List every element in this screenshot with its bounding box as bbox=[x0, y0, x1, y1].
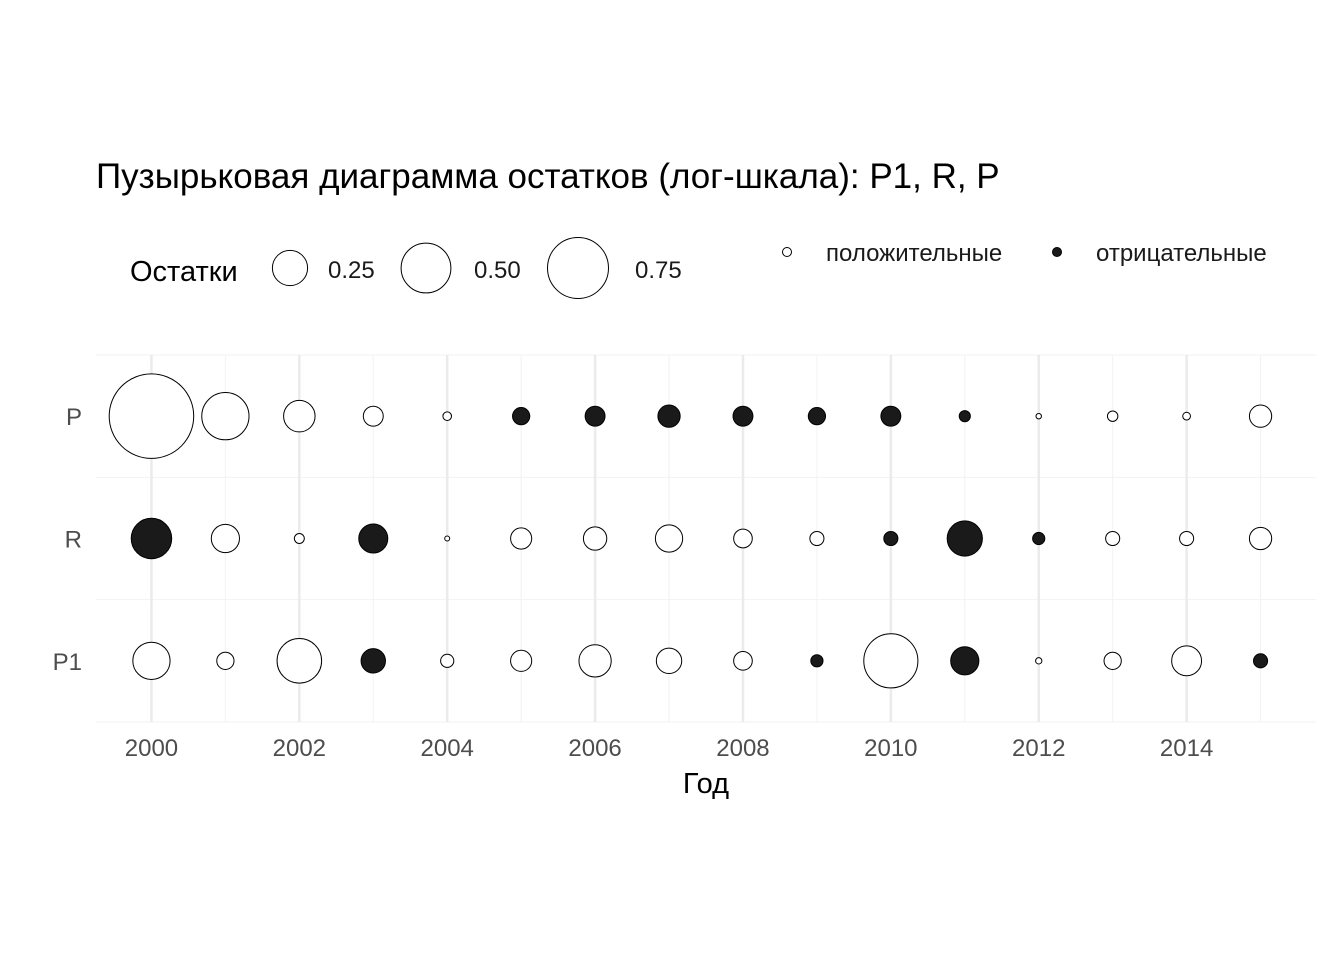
bubbles bbox=[108, 373, 1273, 689]
negative-legend-label: отрицательные bbox=[1096, 240, 1267, 267]
bubble-P1-2014 bbox=[1171, 645, 1203, 677]
bubble-P1-2007 bbox=[655, 647, 683, 675]
bubble-R-2010 bbox=[883, 530, 899, 547]
y-axis: P1 R P bbox=[53, 404, 82, 676]
bubble-P-2007 bbox=[657, 404, 681, 428]
size-legend-key bbox=[547, 237, 609, 299]
bubble-P1-2000 bbox=[132, 641, 171, 680]
sign-legend: положительные отрицательные bbox=[782, 240, 1267, 267]
x-tick-label: 2000 bbox=[125, 735, 178, 762]
bubble-P-2006 bbox=[584, 405, 606, 427]
bubble-P-2008 bbox=[732, 405, 754, 427]
bubble-P1-2002 bbox=[276, 638, 323, 684]
x-tick-label: 2014 bbox=[1160, 735, 1213, 762]
bubble-R-2003 bbox=[358, 523, 389, 554]
x-tick-label: 2004 bbox=[421, 735, 474, 762]
x-tick-label: 2010 bbox=[864, 735, 917, 762]
chart-title: Пузырьковая диаграмма остатков (лог-шкал… bbox=[96, 157, 1000, 196]
bubble-P1-2009 bbox=[810, 654, 824, 668]
size-legend-label: 0.25 bbox=[328, 257, 375, 284]
bubble-P-2001 bbox=[201, 392, 250, 441]
bubble-R-2006 bbox=[582, 526, 608, 551]
x-axis-title: Год bbox=[683, 768, 729, 800]
bubble-P1-2013 bbox=[1103, 651, 1122, 670]
bubble-R-2004 bbox=[444, 535, 451, 542]
size-legend: Остатки 0.25 0.50 0.75 bbox=[130, 237, 682, 299]
bubble-P-2002 bbox=[283, 399, 316, 433]
bubble-R-2000 bbox=[130, 517, 173, 560]
x-tick-label: 2008 bbox=[716, 735, 769, 762]
bubble-R-2015 bbox=[1248, 526, 1273, 551]
bubble-R-2011 bbox=[946, 520, 983, 557]
bubble-P-2009 bbox=[807, 407, 827, 426]
bubble-P-2010 bbox=[880, 405, 902, 427]
size-legend-title: Остатки bbox=[130, 256, 238, 288]
bubble-P-2014 bbox=[1182, 411, 1191, 421]
positive-legend-key bbox=[782, 247, 792, 257]
bubble-P-2005 bbox=[512, 407, 531, 426]
x-tick-label: 2012 bbox=[1012, 735, 1065, 762]
x-axis: 2000 2002 2004 2006 2008 2010 2012 2014 bbox=[125, 735, 1214, 762]
bubble-R-2005 bbox=[510, 527, 533, 550]
bubble-P1-2010 bbox=[863, 633, 919, 689]
positive-legend-label: положительные bbox=[826, 240, 1002, 267]
x-tick-label: 2006 bbox=[568, 735, 621, 762]
y-tick-label: P bbox=[66, 404, 82, 431]
size-legend-label: 0.75 bbox=[635, 257, 682, 284]
bubble-P1-2006 bbox=[578, 644, 612, 678]
bubble-R-2012 bbox=[1032, 531, 1046, 546]
bubble-P-2003 bbox=[362, 405, 384, 427]
bubble-R-2014 bbox=[1179, 530, 1195, 547]
bubble-P-2000 bbox=[108, 373, 195, 459]
bubble-P1-2012 bbox=[1035, 657, 1043, 665]
bubble-P-2013 bbox=[1106, 410, 1119, 422]
bubble-R-2001 bbox=[210, 523, 240, 554]
size-legend-key bbox=[271, 249, 309, 287]
bubble-P1-2008 bbox=[733, 651, 753, 671]
bubble-P1-2001 bbox=[216, 651, 235, 670]
x-tick-label: 2002 bbox=[273, 735, 326, 762]
bubble-R-2009 bbox=[809, 530, 825, 547]
bubble-R-2002 bbox=[293, 533, 305, 544]
negative-legend-key bbox=[1052, 247, 1062, 257]
y-tick-label: R bbox=[65, 527, 82, 554]
bubble-R-2007 bbox=[654, 524, 684, 553]
bubble-P1-2003 bbox=[360, 648, 386, 674]
bubble-P-2004 bbox=[442, 411, 453, 421]
bubble-P-2011 bbox=[958, 410, 971, 423]
bubble-R-2008 bbox=[733, 528, 753, 549]
bubble-P1-2004 bbox=[440, 653, 455, 668]
bubble-P1-2015 bbox=[1253, 653, 1269, 669]
bubble-P1-2005 bbox=[510, 649, 533, 672]
bubble-P1-2011 bbox=[950, 646, 980, 676]
size-legend-key bbox=[400, 242, 452, 294]
size-legend-label: 0.50 bbox=[474, 257, 521, 284]
y-tick-label: P1 bbox=[53, 649, 82, 676]
bubble-P-2012 bbox=[1035, 412, 1042, 420]
bubble-R-2013 bbox=[1105, 530, 1121, 547]
bubble-P-2015 bbox=[1248, 404, 1273, 428]
